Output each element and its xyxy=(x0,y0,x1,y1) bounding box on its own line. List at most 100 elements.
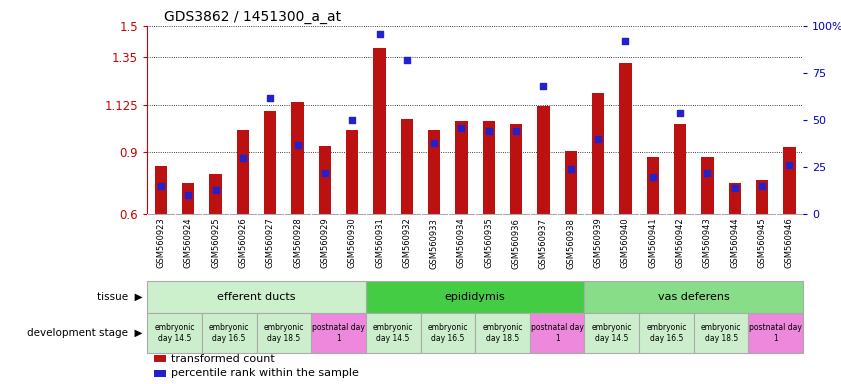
Bar xyxy=(420,313,475,353)
Bar xyxy=(647,157,659,214)
Bar xyxy=(694,313,748,353)
Bar xyxy=(783,147,796,214)
Text: GSM560935: GSM560935 xyxy=(484,218,494,268)
Text: GSM560937: GSM560937 xyxy=(539,218,548,268)
Bar xyxy=(182,183,194,214)
Text: GSM560927: GSM560927 xyxy=(266,218,275,268)
Text: GSM560942: GSM560942 xyxy=(675,218,685,268)
Point xyxy=(619,38,632,44)
Text: GSM560928: GSM560928 xyxy=(293,218,302,268)
Text: development stage  ▶: development stage ▶ xyxy=(28,328,143,338)
Bar xyxy=(264,111,277,214)
Bar xyxy=(510,124,522,214)
Point xyxy=(537,83,550,89)
Text: GSM560940: GSM560940 xyxy=(621,218,630,268)
Bar xyxy=(756,180,769,214)
Point xyxy=(154,183,167,189)
Point xyxy=(209,187,222,193)
Bar xyxy=(584,313,639,353)
Bar xyxy=(748,313,803,353)
Bar xyxy=(564,151,577,214)
Text: efferent ducts: efferent ducts xyxy=(217,292,296,302)
Bar xyxy=(428,130,441,214)
Bar xyxy=(155,166,167,214)
Text: GSM560941: GSM560941 xyxy=(648,218,658,268)
Bar xyxy=(147,281,366,313)
Text: embryonic
day 14.5: embryonic day 14.5 xyxy=(154,323,195,343)
Bar xyxy=(701,157,714,214)
Bar xyxy=(147,313,202,353)
Text: GSM560931: GSM560931 xyxy=(375,218,384,268)
Point xyxy=(482,128,495,134)
Text: GSM560926: GSM560926 xyxy=(238,218,247,268)
Text: embryonic
day 16.5: embryonic day 16.5 xyxy=(209,323,250,343)
Text: GSM560929: GSM560929 xyxy=(320,218,330,268)
Point xyxy=(318,170,331,176)
Bar xyxy=(373,48,386,214)
Text: GSM560923: GSM560923 xyxy=(156,218,166,268)
Bar xyxy=(674,124,686,214)
Point xyxy=(783,162,796,169)
Text: tissue  ▶: tissue ▶ xyxy=(98,292,143,302)
Text: GSM560934: GSM560934 xyxy=(457,218,466,268)
Text: GSM560945: GSM560945 xyxy=(758,218,767,268)
Point xyxy=(646,174,659,180)
Point xyxy=(455,125,468,131)
Point xyxy=(728,185,742,191)
Bar xyxy=(584,281,803,313)
Point xyxy=(674,109,687,116)
Point xyxy=(263,94,277,101)
Bar xyxy=(257,313,311,353)
Text: embryonic
day 18.5: embryonic day 18.5 xyxy=(482,323,523,343)
Bar xyxy=(619,63,632,214)
Text: GSM560946: GSM560946 xyxy=(785,218,794,268)
Point xyxy=(755,183,769,189)
Text: GSM560924: GSM560924 xyxy=(183,218,193,268)
Bar xyxy=(236,130,249,214)
Point xyxy=(182,192,195,199)
Point xyxy=(591,136,605,142)
Text: GSM560925: GSM560925 xyxy=(211,218,220,268)
Point xyxy=(236,155,250,161)
Bar xyxy=(202,313,257,353)
Bar xyxy=(311,313,366,353)
Bar xyxy=(346,130,358,214)
Point xyxy=(400,57,414,63)
Bar xyxy=(530,313,584,353)
Bar xyxy=(209,174,222,214)
Text: embryonic
day 14.5: embryonic day 14.5 xyxy=(591,323,632,343)
Bar xyxy=(639,313,694,353)
Text: GSM560932: GSM560932 xyxy=(402,218,411,268)
Point xyxy=(427,140,441,146)
Text: transformed count: transformed count xyxy=(172,354,275,364)
Text: GSM560944: GSM560944 xyxy=(730,218,739,268)
Point xyxy=(373,31,386,37)
Text: epididymis: epididymis xyxy=(445,292,505,302)
Bar xyxy=(455,121,468,214)
Text: postnatal day
1: postnatal day 1 xyxy=(312,323,365,343)
Bar xyxy=(291,103,304,214)
Text: GSM560930: GSM560930 xyxy=(347,218,357,268)
Point xyxy=(346,117,359,123)
Bar xyxy=(592,93,605,214)
Text: GSM560933: GSM560933 xyxy=(430,218,439,268)
Text: embryonic
day 16.5: embryonic day 16.5 xyxy=(427,323,468,343)
Text: GSM560939: GSM560939 xyxy=(594,218,603,268)
Text: embryonic
day 18.5: embryonic day 18.5 xyxy=(701,323,742,343)
Bar xyxy=(475,313,530,353)
Text: embryonic
day 14.5: embryonic day 14.5 xyxy=(373,323,414,343)
Bar xyxy=(400,119,413,214)
Bar xyxy=(319,146,331,214)
Bar xyxy=(154,355,166,362)
Bar xyxy=(154,370,166,377)
Point xyxy=(564,166,578,172)
Text: postnatal day
1: postnatal day 1 xyxy=(749,323,802,343)
Text: postnatal day
1: postnatal day 1 xyxy=(531,323,584,343)
Point xyxy=(701,170,714,176)
Bar xyxy=(537,106,550,214)
Text: vas deferens: vas deferens xyxy=(658,292,730,302)
Bar xyxy=(366,313,420,353)
Text: percentile rank within the sample: percentile rank within the sample xyxy=(172,368,359,379)
Point xyxy=(291,142,304,148)
Bar xyxy=(366,281,584,313)
